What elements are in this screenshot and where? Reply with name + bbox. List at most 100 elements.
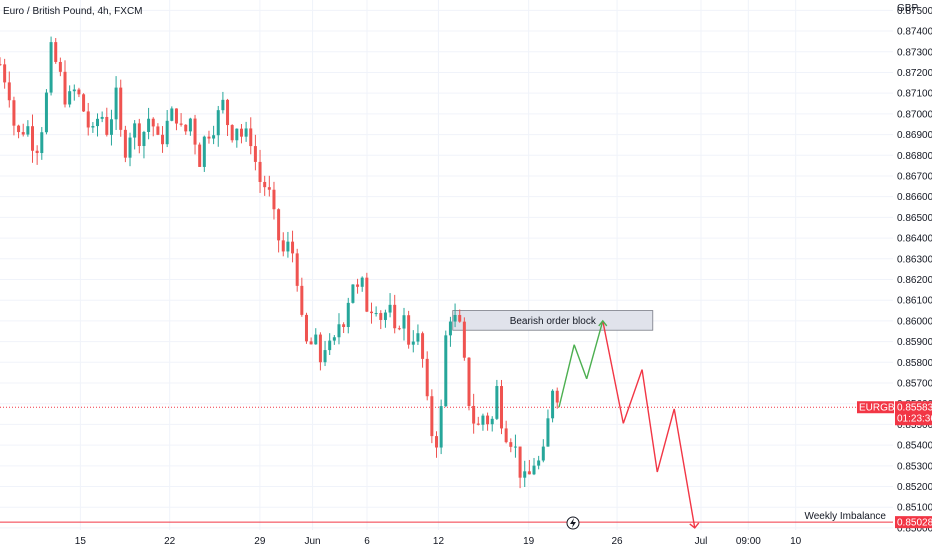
candle <box>421 331 425 368</box>
order-block-rect[interactable] <box>452 310 654 331</box>
arrow-head-up <box>598 319 608 327</box>
candle <box>230 124 234 143</box>
candle <box>444 330 448 408</box>
candle <box>332 335 336 345</box>
x-axis: 15 22 29 Jun 6 12 19 26 Jul 09:00 10 <box>75 536 802 547</box>
candle <box>318 332 322 371</box>
candle <box>486 412 490 431</box>
candle <box>490 416 494 432</box>
candle <box>202 135 206 172</box>
candle <box>328 333 332 356</box>
candle <box>226 98 230 137</box>
symbol-text: EURGBP <box>859 403 902 414</box>
lightning-icon[interactable] <box>566 516 580 530</box>
candle <box>323 340 327 367</box>
x-tick-label: Jul <box>695 536 708 547</box>
candle <box>555 387 559 409</box>
candle <box>235 128 239 148</box>
x-tick-label: 12 <box>433 536 445 547</box>
y-tick-label: 0.87100 <box>897 89 932 100</box>
x-tick-label: 10 <box>790 536 802 547</box>
candle <box>0 57 2 66</box>
candle <box>31 114 35 163</box>
candle <box>253 134 257 171</box>
candle <box>198 142 202 167</box>
bearish-order-block[interactable]: Bearish order block <box>452 310 654 331</box>
candle <box>462 317 466 361</box>
y-tick-label: 0.87400 <box>897 27 932 38</box>
candle <box>12 96 16 136</box>
candle <box>82 93 86 113</box>
candle <box>541 439 545 463</box>
candle <box>472 393 476 434</box>
candle <box>21 123 25 137</box>
y-tick-label: 0.86000 <box>897 316 932 327</box>
candle <box>481 413 485 431</box>
candle <box>453 303 457 328</box>
candle <box>351 284 355 304</box>
candle <box>374 306 378 317</box>
current-price-tag: EURGBP 0.85583 01:23:36 <box>857 401 932 426</box>
candle <box>500 379 504 435</box>
candle <box>77 87 81 98</box>
price-badge <box>895 401 932 426</box>
candle <box>295 248 299 292</box>
projection-segment <box>586 320 604 380</box>
candle <box>91 122 95 133</box>
candle <box>509 438 513 453</box>
candle <box>58 57 62 77</box>
y-tick-label: 0.86400 <box>897 234 932 245</box>
candle <box>458 309 462 323</box>
candle <box>411 330 415 353</box>
y-tick-label: 0.85400 <box>897 441 932 452</box>
projection-segment <box>641 369 658 473</box>
candle <box>44 89 48 135</box>
candle <box>212 125 216 145</box>
candle <box>40 127 44 160</box>
candle <box>100 111 104 123</box>
weekly-price-text: 0.85028 <box>897 518 932 529</box>
weekly-price-badge <box>895 516 932 529</box>
candle <box>513 434 517 458</box>
countdown-text: 01:23:36 <box>897 414 932 425</box>
candle <box>518 446 522 489</box>
candle <box>402 307 406 341</box>
candle <box>342 322 346 334</box>
candle <box>151 117 155 137</box>
candle <box>304 312 308 344</box>
candle <box>142 130 146 159</box>
projection-segment <box>656 408 675 473</box>
candle <box>161 126 165 153</box>
candle <box>407 310 411 349</box>
y-tick-label: 0.86800 <box>897 151 932 162</box>
candle <box>133 120 137 150</box>
candle <box>63 60 67 108</box>
candle <box>68 85 72 108</box>
candle <box>527 459 531 475</box>
candle <box>379 310 383 330</box>
candle <box>239 124 243 144</box>
candle <box>430 389 434 444</box>
candle <box>105 107 109 137</box>
candle <box>383 309 387 328</box>
y-tick-label: 0.85800 <box>897 358 932 369</box>
candle <box>170 106 174 122</box>
y-tick-label: 0.87500 <box>897 6 932 17</box>
y-tick-label: 0.85300 <box>897 461 932 472</box>
order-block-label: Bearish order block <box>510 316 597 327</box>
projection-segment <box>558 344 575 408</box>
candle <box>193 114 197 155</box>
candle <box>188 117 192 136</box>
candle <box>356 278 360 294</box>
candle <box>388 293 392 318</box>
x-tick-label: 15 <box>75 536 87 547</box>
y-tick-label: 0.85000 <box>897 523 932 534</box>
candle <box>263 175 267 196</box>
candle <box>174 108 178 131</box>
candle <box>54 38 58 64</box>
x-tick-label: 19 <box>523 536 535 547</box>
candle <box>244 121 248 142</box>
candle <box>504 420 508 444</box>
candle <box>425 351 429 401</box>
